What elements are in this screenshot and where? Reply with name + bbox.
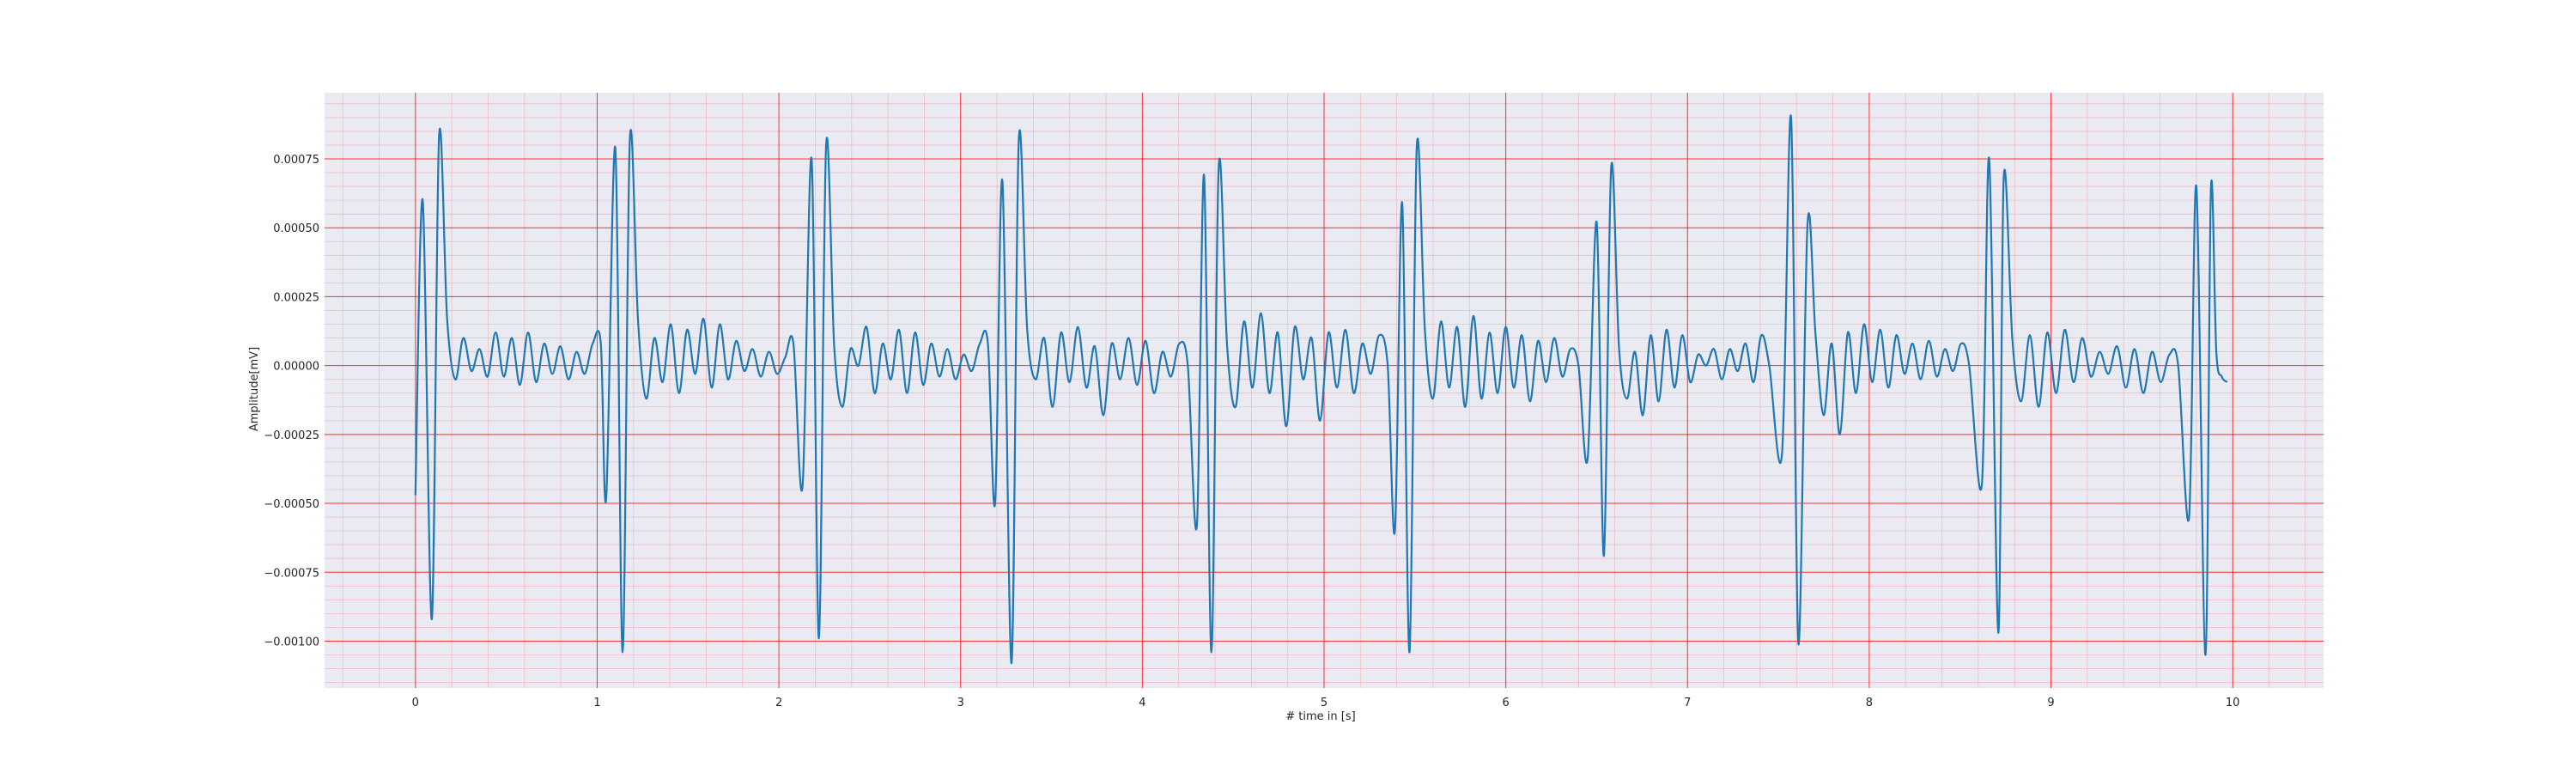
x-tick-label: 6 xyxy=(1502,697,1509,709)
y-axis-label: Amplitude[mV] xyxy=(248,347,261,431)
x-tick-label: 4 xyxy=(1139,697,1145,709)
y-tick-label: 0.00050 xyxy=(273,222,319,235)
x-axis-label: # time in [s] xyxy=(1285,710,1355,723)
x-tick-label: 3 xyxy=(957,697,964,709)
x-tick-label: 2 xyxy=(775,697,782,709)
y-tick-label: −0.00075 xyxy=(264,567,319,580)
y-tick-labels: 0.00075 0.00050 0.00025 0.00000 −0.00025 −0.0… xyxy=(264,154,319,648)
y-tick-label: −0.00025 xyxy=(264,429,319,442)
x-tick-label: 0 xyxy=(412,697,419,709)
x-tick-label: 7 xyxy=(1684,697,1691,709)
x-tick-label: 9 xyxy=(2047,697,2054,709)
major-grid xyxy=(325,93,2324,688)
y-tick-label: 0.00000 xyxy=(273,361,319,374)
y-tick-label: 0.00075 xyxy=(273,154,319,167)
x-tick-label: 10 xyxy=(2226,697,2240,709)
y-tick-label: −0.00050 xyxy=(264,498,319,511)
x-tick-label: 8 xyxy=(1866,697,1873,709)
x-tick-label: 5 xyxy=(1321,697,1327,709)
ecg-series-line xyxy=(414,114,2228,665)
y-tick-label: 0.00025 xyxy=(273,291,319,304)
x-tick-label: 1 xyxy=(593,697,600,709)
x-tick-labels: 0 1 2 3 4 5 6 7 8 9 10 xyxy=(412,697,2240,709)
y-tick-label: −0.00100 xyxy=(264,636,319,648)
